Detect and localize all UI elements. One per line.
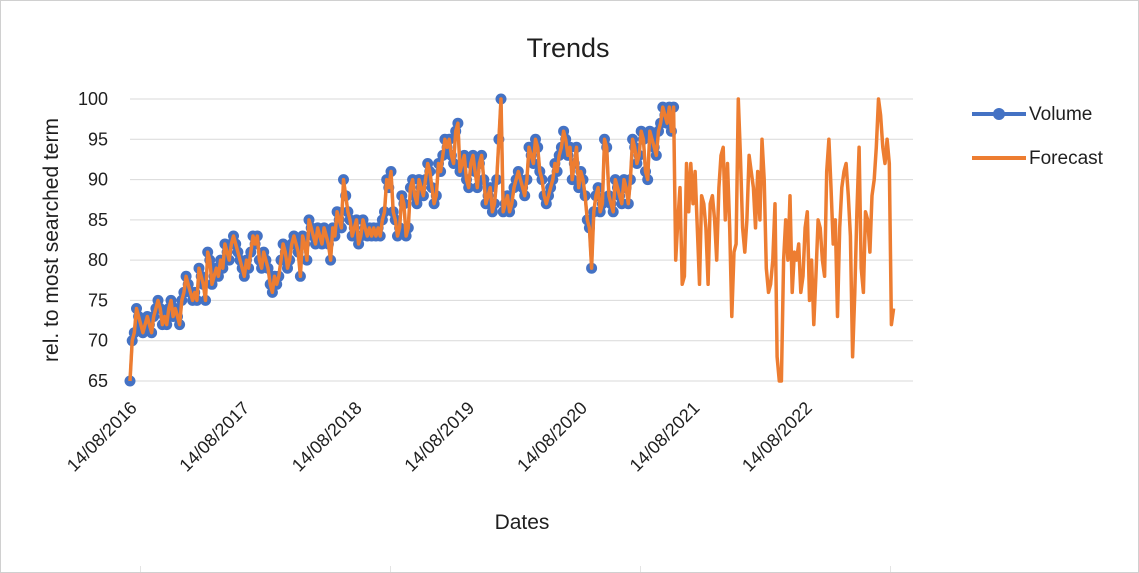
legend-label-forecast: Forecast [1029, 148, 1104, 169]
y-tick-label: 100 [78, 89, 108, 109]
sheet-gridline [890, 566, 891, 572]
y-axis-ticks: 65 70 75 80 85 90 95 100 [78, 89, 108, 391]
x-tick-label: 14/08/2019 [400, 398, 478, 476]
x-tick-label: 14/08/2018 [288, 398, 366, 476]
x-axis-title: Dates [495, 511, 550, 534]
y-tick-label: 75 [88, 290, 108, 310]
y-tick-label: 70 [88, 331, 108, 351]
sheet-gridline [390, 566, 391, 572]
y-axis-title: rel. to most searched term [40, 118, 63, 362]
x-tick-label: 14/08/2021 [626, 398, 704, 476]
legend-item-volume: Volume [972, 104, 1092, 125]
y-tick-label: 65 [88, 371, 108, 391]
legend: Volume Forecast [972, 104, 1104, 169]
y-tick-label: 80 [88, 250, 108, 270]
legend-marker-volume [993, 108, 1005, 120]
sheet-gridline [140, 566, 141, 572]
x-axis-ticks: 14/08/2016 14/08/2017 14/08/2018 14/08/2019… [63, 398, 816, 476]
x-tick-label: 14/08/2017 [175, 398, 253, 476]
sheet-gridline [640, 566, 641, 572]
y-tick-label: 85 [88, 210, 108, 230]
gridlines [130, 98, 913, 382]
x-tick-label: 14/08/2016 [63, 398, 141, 476]
chart-title: Trends [526, 33, 609, 63]
legend-label-volume: Volume [1029, 104, 1092, 125]
series-line-forecast [128, 97, 896, 383]
y-tick-label: 95 [88, 129, 108, 149]
y-tick-label: 90 [88, 170, 108, 190]
legend-item-forecast: Forecast [972, 148, 1104, 169]
series-layer [124, 93, 896, 387]
x-tick-label: 14/08/2022 [738, 398, 816, 476]
x-tick-label: 14/08/2020 [513, 398, 591, 476]
